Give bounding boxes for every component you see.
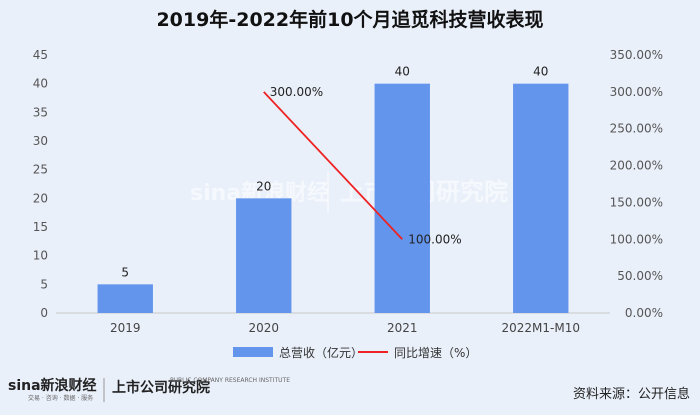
right-tick-label: 50.00%	[617, 269, 663, 283]
right-tick-label: 0.00%	[625, 306, 663, 320]
bar	[513, 83, 569, 314]
left-tick-label: 25	[33, 163, 48, 177]
x-tick-label: 2022M1-M10	[502, 321, 580, 335]
bar	[236, 198, 292, 313]
line-series	[263, 91, 403, 240]
left-tick-label: 10	[33, 249, 48, 263]
line-data-label: 300.00%	[270, 85, 323, 99]
x-tick-label: 2021	[387, 321, 418, 335]
x-tick-label: 2019	[110, 321, 141, 335]
bar-data-label: 40	[395, 65, 410, 79]
right-tick-label: 250.00%	[610, 122, 663, 136]
right-axis: 0.00% 50.00% 100.00% 150.00% 200.00% 250.00% 3…	[610, 48, 663, 320]
right-tick-label: 200.00%	[610, 159, 663, 173]
x-axis: 2019 2020 2021 2022M1-M10	[110, 321, 580, 335]
right-tick-label: 100.00%	[610, 232, 663, 246]
right-tick-label: 150.00%	[610, 195, 663, 209]
footer-institute-sub: PUBLIC COMPANY RESEARCH INSTITUTE	[170, 377, 290, 384]
x-tick-label: 2020	[248, 321, 279, 335]
left-axis: 0 5 10 15 20 25 30 35 40 45	[33, 48, 48, 320]
bar-series	[97, 83, 569, 314]
left-tick-label: 15	[33, 220, 48, 234]
footer-brand-sub: 交易 · 咨询 · 数据 · 服务	[28, 394, 93, 402]
left-tick-label: 5	[40, 277, 48, 291]
left-tick-label: 0	[40, 306, 48, 320]
left-tick-label: 20	[33, 191, 48, 205]
line-data-label: 100.00%	[408, 232, 461, 246]
left-tick-label: 30	[33, 134, 48, 148]
bar	[374, 83, 430, 314]
bar-data-label: 20	[256, 179, 271, 193]
legend-line-label: 同比增速（%）	[394, 346, 477, 360]
right-tick-label: 300.00%	[610, 85, 663, 99]
source-note: 资料来源：公开信息	[573, 386, 690, 402]
bar-data-labels: 5 20 40 40	[121, 65, 548, 280]
left-tick-label: 40	[33, 77, 48, 91]
line-data-labels: 300.00% 100.00%	[270, 85, 462, 246]
left-tick-label: 35	[33, 105, 48, 119]
chart-title: 2019年-2022年前10个月追觅科技营收表现	[156, 8, 543, 31]
bar-data-label: 40	[533, 65, 548, 79]
footer-institute: 上市公司研究院	[112, 379, 210, 396]
left-tick-label: 45	[33, 48, 48, 62]
bar-data-label: 5	[121, 265, 129, 279]
legend-bar-label: 总营收（亿元）	[279, 345, 363, 360]
growth-line	[263, 91, 403, 240]
footer: sina新浪财经 交易 · 咨询 · 数据 · 服务 上市公司研究院 PUBLI…	[8, 377, 690, 402]
footer-brand: sina新浪财经	[8, 377, 97, 394]
legend-bar-swatch	[233, 347, 273, 357]
bar	[97, 284, 153, 313]
legend: 总营收（亿元） 同比增速（%）	[233, 345, 477, 360]
right-tick-label: 350.00%	[610, 48, 663, 62]
